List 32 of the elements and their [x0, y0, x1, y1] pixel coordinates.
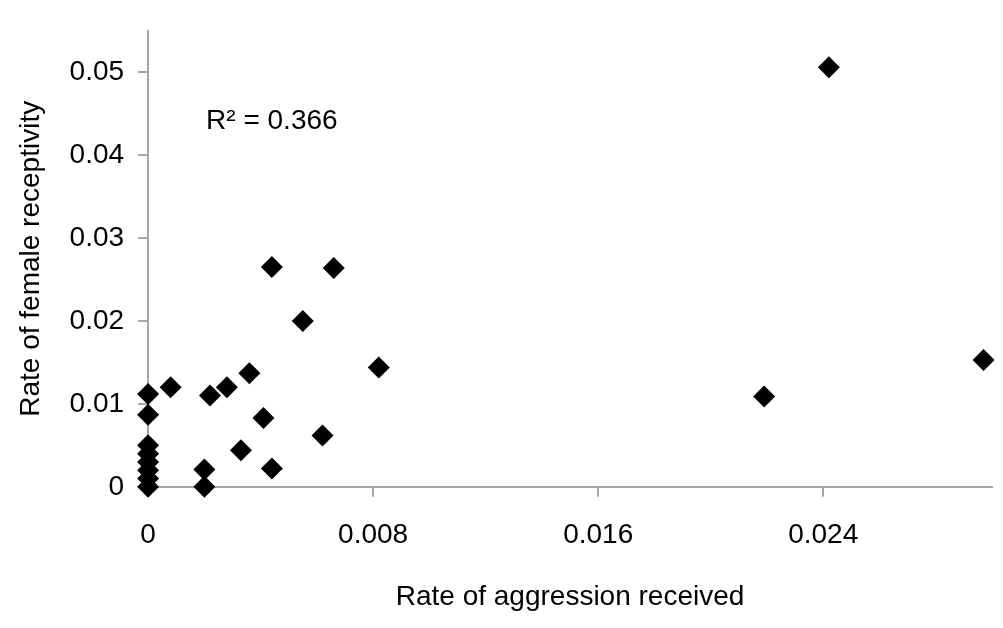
- point: [137, 382, 160, 405]
- y-tick-label: 0.02: [69, 303, 125, 335]
- point: [367, 356, 390, 379]
- x-tick-label: 0.016: [563, 518, 634, 550]
- x-axis-title: Rate of aggression received: [395, 579, 745, 611]
- y-tick-label: 0: [108, 469, 125, 501]
- annotation: R² = 0.366: [206, 103, 338, 135]
- y-tick-label: 0.03: [69, 220, 125, 252]
- point: [260, 457, 283, 480]
- point: [291, 309, 314, 332]
- point: [322, 256, 345, 279]
- point: [238, 362, 261, 385]
- point: [229, 439, 252, 462]
- point: [817, 56, 840, 79]
- point: [193, 458, 216, 481]
- point: [972, 348, 995, 371]
- y-tick-label: 0.05: [69, 54, 125, 86]
- y-tick-label: 0.04: [69, 137, 125, 169]
- point: [193, 475, 216, 498]
- point: [753, 385, 776, 408]
- point: [311, 424, 334, 447]
- point: [159, 376, 182, 399]
- y-tick-label: 0.01: [69, 386, 125, 418]
- x-tick-label: 0: [140, 518, 156, 550]
- point: [137, 403, 160, 426]
- point: [260, 256, 283, 279]
- point: [198, 384, 221, 407]
- x-tick-label: 0.008: [338, 518, 409, 550]
- point: [215, 376, 238, 399]
- x-tick-label: 0.024: [788, 518, 859, 550]
- point: [252, 406, 275, 429]
- y-axis-title: Rate of female receptivity: [13, 100, 45, 417]
